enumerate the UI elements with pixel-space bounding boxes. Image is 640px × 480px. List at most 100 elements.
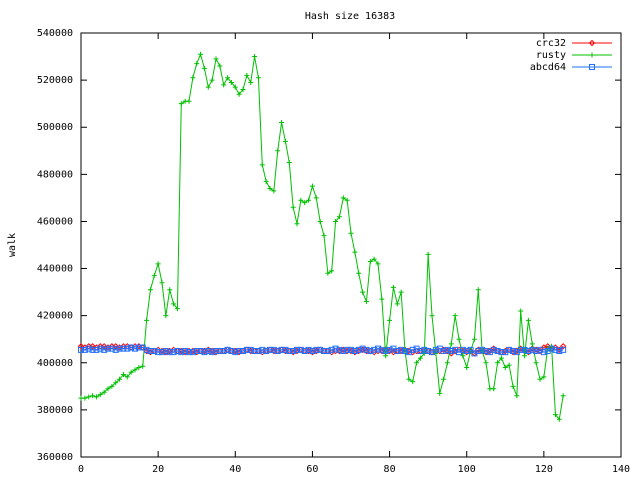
point-marker	[514, 393, 520, 399]
point-marker	[128, 344, 135, 351]
point-marker	[332, 345, 339, 352]
point-marker	[552, 346, 559, 353]
point-marker	[298, 197, 304, 203]
point-marker	[410, 379, 416, 385]
point-marker	[325, 270, 331, 276]
x-tick-label: 120	[535, 464, 553, 475]
point-marker	[544, 348, 551, 354]
y-axis-label: walk	[7, 233, 18, 257]
point-marker	[375, 345, 381, 352]
point-marker	[139, 344, 146, 351]
x-tick-label: 40	[229, 464, 241, 475]
point-marker	[100, 343, 108, 350]
point-marker	[159, 349, 165, 356]
point-marker	[85, 345, 92, 352]
point-marker	[336, 346, 343, 353]
point-marker	[93, 346, 100, 353]
point-marker	[112, 343, 119, 350]
point-marker	[282, 138, 288, 144]
point-marker	[132, 345, 138, 352]
point-marker	[494, 348, 501, 354]
point-marker	[178, 101, 184, 107]
series-line	[81, 52, 564, 421]
point-marker	[464, 364, 470, 370]
point-marker	[525, 317, 531, 323]
point-marker	[290, 348, 297, 354]
point-marker	[297, 346, 304, 353]
point-marker	[309, 348, 316, 354]
point-marker	[367, 348, 374, 354]
point-marker	[471, 350, 478, 357]
point-marker	[225, 75, 231, 81]
point-marker	[201, 65, 207, 71]
point-marker	[498, 355, 504, 361]
point-marker	[333, 218, 339, 224]
point-marker	[317, 346, 324, 353]
point-marker	[360, 289, 366, 295]
point-marker	[263, 178, 269, 184]
point-marker	[144, 317, 150, 323]
legend-marker	[589, 52, 595, 58]
point-marker	[213, 56, 219, 62]
point-marker	[371, 346, 378, 353]
y-tick-label: 420000	[37, 311, 73, 322]
point-marker	[506, 346, 513, 353]
point-marker	[518, 308, 524, 314]
point-marker	[506, 362, 512, 368]
point-marker	[421, 346, 428, 353]
point-marker	[525, 348, 532, 354]
point-marker	[155, 261, 161, 267]
point-marker	[113, 380, 119, 386]
point-marker	[105, 386, 111, 392]
point-marker	[151, 348, 158, 354]
y-tick-label: 380000	[37, 405, 73, 416]
point-marker	[502, 349, 509, 356]
point-marker	[402, 348, 408, 354]
point-marker	[220, 348, 227, 354]
legend-label: crc32	[536, 38, 566, 49]
point-marker	[301, 348, 308, 354]
point-marker	[162, 348, 169, 354]
point-marker	[178, 349, 185, 356]
y-tick-label: 460000	[37, 216, 73, 227]
point-marker	[77, 343, 85, 350]
point-marker	[240, 348, 246, 354]
point-marker	[363, 346, 370, 353]
point-marker	[413, 345, 420, 352]
point-marker	[448, 348, 455, 354]
point-marker	[209, 349, 216, 356]
point-marker	[409, 346, 416, 353]
point-marker	[452, 313, 458, 319]
point-marker	[560, 393, 566, 399]
point-marker	[378, 346, 385, 353]
legend-marker	[588, 39, 596, 47]
point-marker	[444, 346, 451, 353]
point-marker	[414, 360, 420, 366]
x-tick-label: 80	[384, 464, 396, 475]
point-marker	[198, 51, 204, 57]
y-tick-label: 500000	[37, 122, 73, 133]
point-marker	[274, 348, 281, 354]
point-marker	[309, 183, 315, 189]
point-marker	[417, 348, 424, 354]
point-marker	[351, 348, 358, 354]
point-marker	[475, 348, 482, 354]
point-marker	[486, 349, 493, 356]
point-marker	[529, 346, 536, 353]
point-marker	[171, 301, 177, 307]
point-marker	[270, 346, 277, 353]
point-marker	[363, 299, 369, 305]
point-marker	[560, 346, 567, 353]
point-marker	[386, 346, 393, 353]
legend-label: rusty	[536, 50, 566, 61]
point-marker	[143, 346, 150, 353]
point-marker	[425, 348, 432, 354]
point-marker	[244, 72, 250, 78]
point-marker	[109, 383, 115, 389]
point-marker	[271, 188, 277, 194]
point-marker	[124, 374, 130, 380]
point-marker	[444, 360, 450, 366]
point-marker	[194, 61, 200, 67]
point-marker	[255, 348, 262, 354]
